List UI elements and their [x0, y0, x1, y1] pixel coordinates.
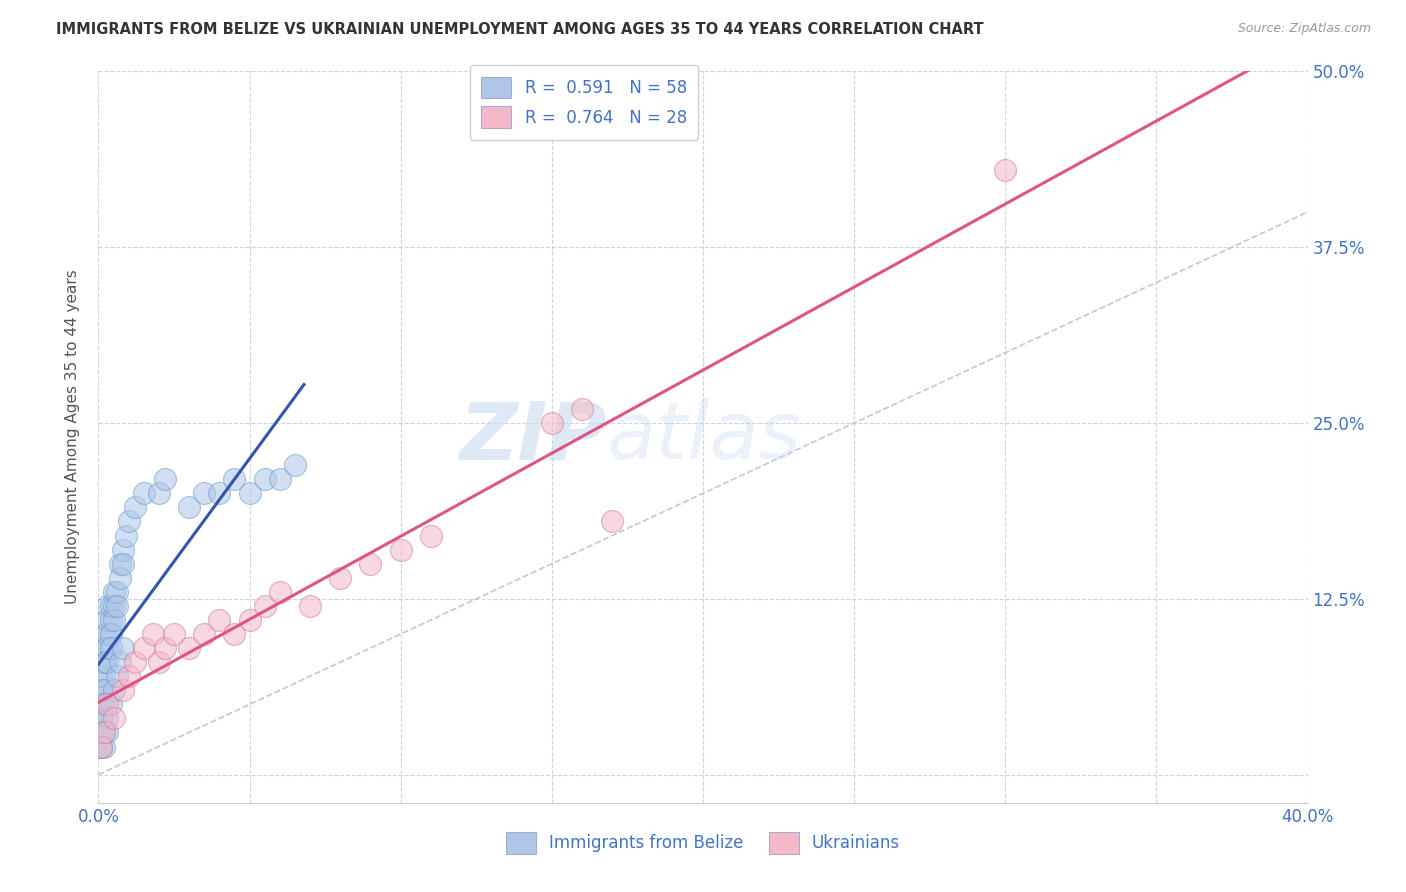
Point [108, 655, 131, 669]
Point [111, 641, 134, 656]
Point [253, 599, 276, 613]
Point [163, 627, 186, 641]
Text: atlas: atlas [606, 398, 801, 476]
Point [148, 486, 170, 500]
Point [103, 711, 125, 725]
Point [93, 725, 115, 739]
Point [124, 655, 146, 669]
Point [90, 711, 112, 725]
Point [208, 486, 231, 500]
Point [253, 472, 276, 486]
Point [96, 627, 118, 641]
Point [100, 627, 122, 641]
Point [193, 486, 215, 500]
Point [179, 500, 201, 515]
Point [96, 698, 118, 712]
Point [239, 613, 262, 627]
Point [93, 627, 115, 641]
Point [90, 683, 112, 698]
Point [153, 641, 176, 656]
Point [96, 641, 118, 656]
Legend: Immigrants from Belize, Ukrainians: Immigrants from Belize, Ukrainians [499, 826, 907, 860]
Point [132, 486, 155, 500]
Y-axis label: Unemployment Among Ages 35 to 44 years: Unemployment Among Ages 35 to 44 years [65, 269, 80, 605]
Point [571, 401, 593, 416]
Point [93, 655, 115, 669]
Point [103, 584, 125, 599]
Point [224, 472, 246, 486]
Point [124, 500, 146, 515]
Text: ZIP: ZIP [458, 398, 606, 476]
Point [90, 725, 112, 739]
Point [100, 698, 122, 712]
Point [90, 698, 112, 712]
Point [90, 698, 112, 712]
Point [96, 655, 118, 669]
Point [93, 739, 115, 754]
Point [96, 613, 118, 627]
Point [208, 613, 231, 627]
Point [93, 669, 115, 683]
Point [103, 613, 125, 627]
Point [142, 627, 165, 641]
Point [96, 711, 118, 725]
Point [100, 641, 122, 656]
Point [108, 571, 131, 585]
Point [540, 416, 562, 430]
Point [93, 698, 115, 712]
Point [111, 683, 134, 698]
Point [111, 542, 134, 557]
Point [269, 472, 291, 486]
Point [111, 557, 134, 571]
Point [114, 528, 136, 542]
Point [90, 739, 112, 754]
Point [118, 669, 141, 683]
Point [90, 739, 112, 754]
Point [224, 627, 246, 641]
Point [93, 641, 115, 656]
Text: Source: ZipAtlas.com: Source: ZipAtlas.com [1237, 22, 1371, 36]
Point [153, 472, 176, 486]
Point [105, 669, 128, 683]
Point [96, 599, 118, 613]
Point [329, 571, 352, 585]
Point [132, 641, 155, 656]
Point [420, 528, 443, 542]
Point [108, 557, 131, 571]
Point [100, 613, 122, 627]
Point [269, 584, 291, 599]
Point [96, 725, 118, 739]
Point [100, 599, 122, 613]
Point [90, 683, 112, 698]
Point [994, 162, 1017, 177]
Point [93, 725, 115, 739]
Point [239, 486, 262, 500]
Point [90, 739, 112, 754]
Point [103, 683, 125, 698]
Point [93, 655, 115, 669]
Point [193, 627, 215, 641]
Point [148, 655, 170, 669]
Point [105, 599, 128, 613]
Point [179, 641, 201, 656]
Point [103, 599, 125, 613]
Point [118, 515, 141, 529]
Point [90, 669, 112, 683]
Point [105, 584, 128, 599]
Point [90, 711, 112, 725]
Text: IMMIGRANTS FROM BELIZE VS UKRAINIAN UNEMPLOYMENT AMONG AGES 35 TO 44 YEARS CORRE: IMMIGRANTS FROM BELIZE VS UKRAINIAN UNEM… [56, 22, 984, 37]
Point [284, 458, 307, 473]
Point [299, 599, 322, 613]
Point [360, 557, 382, 571]
Point [93, 683, 115, 698]
Point [389, 542, 412, 557]
Point [602, 515, 624, 529]
